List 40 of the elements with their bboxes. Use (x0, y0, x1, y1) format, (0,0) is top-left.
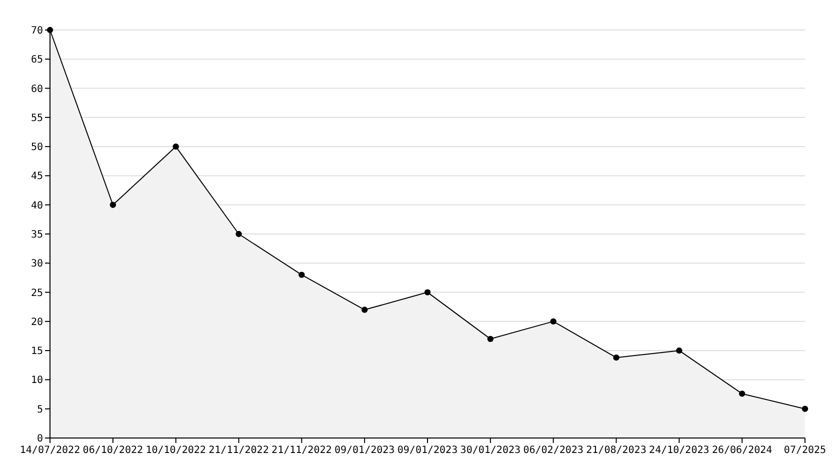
x-tick-label: 21/08/2023 (586, 445, 646, 456)
y-tick-label: 65 (30, 54, 43, 66)
point (802, 406, 808, 412)
x-tick-label: 24/10/2023 (649, 445, 710, 456)
y-tick-label: 60 (30, 84, 43, 95)
point (613, 354, 620, 361)
point (110, 202, 116, 208)
point (550, 318, 556, 325)
point (738, 390, 746, 397)
x-tick-label: 21/11/2022 (208, 445, 269, 456)
y-tick-label: 50 (30, 142, 43, 154)
y-tick-label: 15 (30, 346, 43, 358)
x-tick-label: 09/01/2023 (397, 445, 458, 456)
y-tick-label: 55 (30, 112, 43, 124)
x-tick-label: 10/10/2022 (146, 445, 206, 456)
x-tick-label: 09/01/2023 (334, 445, 395, 456)
point (298, 272, 305, 278)
point (172, 143, 179, 150)
y-tick-label: 45 (30, 171, 43, 182)
y-tick-label: 25 (30, 288, 43, 299)
x-tick-label: 30/01/2023 (460, 445, 521, 456)
x-tick-label: 06/02/2023 (523, 445, 584, 456)
y-tick-label: 5 (36, 404, 43, 416)
y-tick-label: 20 (30, 316, 43, 328)
point (361, 306, 368, 313)
y-tick-label: 70 (30, 26, 43, 36)
y-tick-label: 10 (30, 375, 43, 386)
y-tick-label: 40 (30, 200, 43, 212)
x-tick-label: 14/07/2022 (20, 445, 80, 456)
point (236, 230, 242, 238)
point (487, 336, 494, 342)
point (424, 289, 431, 296)
x-tick-label: 07/2025 (784, 445, 826, 456)
y-tick-label: 0 (36, 434, 43, 444)
x-tick-label: 21/11/2022 (272, 445, 332, 456)
y-tick-label: 35 (30, 230, 43, 240)
y-tick-label: 30 (30, 258, 43, 270)
x-tick-label: 26/06/2024 (712, 445, 772, 456)
point (676, 347, 682, 354)
x-tick-label: 06/10/2022 (82, 445, 144, 456)
